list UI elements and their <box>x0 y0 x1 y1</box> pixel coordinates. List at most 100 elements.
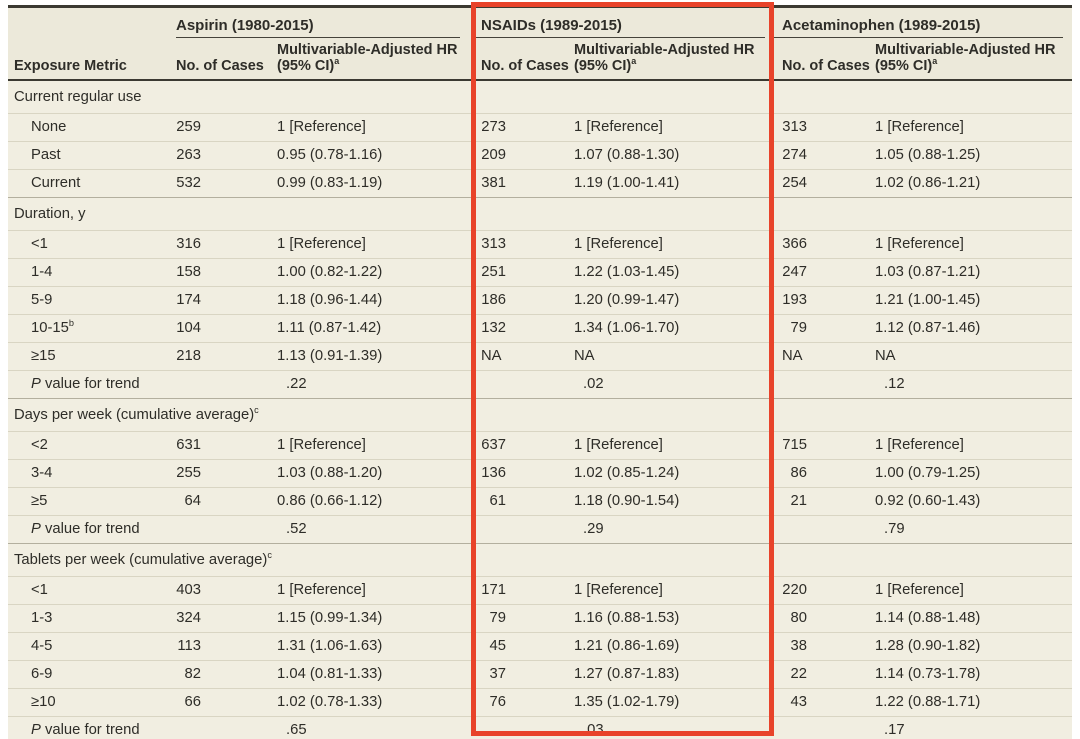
cases-cell-acetaminophen: 313 <box>782 119 807 135</box>
cases-cell-acetaminophen: 79 <box>790 320 807 336</box>
hr-cell-acetaminophen: 0.92 (0.60-1.43) <box>875 493 981 509</box>
metric-cell: 3-4 <box>31 465 53 481</box>
table-row: 6-9 82 1.04 (0.81-1.33) 37 1.27 (0.87-1.83) 2… <box>8 660 1072 688</box>
p-trend-value-aspirin: .52 <box>286 521 307 537</box>
cases-cell-aspirin: 324 <box>176 610 201 626</box>
cases-cell-aspirin: 82 <box>184 666 201 682</box>
cases-cell-nsaids: 251 <box>481 264 506 280</box>
cases-cell-acetaminophen: 43 <box>790 694 807 710</box>
hr-cell-nsaids: 1 [Reference] <box>574 582 663 598</box>
cases-cell-aspirin: 174 <box>176 292 201 308</box>
metric-cell: Past <box>31 147 61 163</box>
column-header-cases-nsaids: No. of Cases <box>481 58 569 74</box>
column-header-exposure-metric: Exposure Metric <box>14 58 127 74</box>
p-trend-row: P value for trend .22 .02 .12 <box>8 370 1072 398</box>
section-label: Current regular use <box>14 88 142 105</box>
group-header-nsaids: NSAIDs (1989-2015) <box>473 17 774 38</box>
table-row: 3-4 255 1.03 (0.88-1.20) 136 1.02 (0.85-1.24… <box>8 459 1072 487</box>
table-row: 10-15b 104 1.11 (0.87-1.42) 132 1.34 (1.06-1… <box>8 314 1072 342</box>
cases-cell-aspirin: 66 <box>184 694 201 710</box>
table-row: 4-5 113 1.31 (1.06-1.63) 45 1.21 (0.86-1.69)… <box>8 632 1072 660</box>
p-trend-value-acetaminophen: .12 <box>884 376 905 392</box>
hr-cell-nsaids: 1.02 (0.85-1.24) <box>574 465 680 481</box>
cases-cell-nsaids: 61 <box>489 493 506 509</box>
metric-cell: 1-3 <box>31 610 53 626</box>
cases-cell-nsaids: 76 <box>489 694 506 710</box>
hr-cell-acetaminophen: 1 [Reference] <box>875 119 964 135</box>
hr-cell-acetaminophen: 1.05 (0.88-1.25) <box>875 147 981 163</box>
cases-cell-acetaminophen: 247 <box>782 264 807 280</box>
hr-cell-nsaids: 1.19 (1.00-1.41) <box>574 175 680 191</box>
hr-cell-acetaminophen: 1.14 (0.73-1.78) <box>875 666 981 682</box>
p-trend-value-acetaminophen: .79 <box>884 521 905 537</box>
table-row: Past 263 0.95 (0.78-1.16) 209 1.07 (0.88-1.3… <box>8 141 1072 169</box>
hr-cell-acetaminophen: 1.12 (0.87-1.46) <box>875 320 981 336</box>
hr-cell-nsaids: 1 [Reference] <box>574 236 663 252</box>
hr-cell-acetaminophen: 1.21 (1.00-1.45) <box>875 292 981 308</box>
table-row: 5-9 174 1.18 (0.96-1.44) 186 1.20 (0.99-1.47… <box>8 286 1072 314</box>
hr-cell-acetaminophen: 1.14 (0.88-1.48) <box>875 610 981 626</box>
p-trend-label: P value for trend <box>31 521 140 537</box>
p-trend-value-aspirin: .65 <box>286 722 307 738</box>
hr-cell-aspirin: 1 [Reference] <box>277 119 366 135</box>
table-row: <1 316 1 [Reference] 313 1 [Reference] 366 1 [… <box>8 230 1072 258</box>
cases-cell-acetaminophen: 715 <box>782 437 807 453</box>
cases-cell-nsaids: 273 <box>481 119 506 135</box>
group-header-acetaminophen: Acetaminophen (1989-2015) <box>774 17 1072 38</box>
table-row: ≥10 66 1.02 (0.78-1.33) 76 1.35 (1.02-1.79) 4… <box>8 688 1072 716</box>
hr-cell-aspirin: 1 [Reference] <box>277 236 366 252</box>
hr-cell-nsaids: 1.18 (0.90-1.54) <box>574 493 680 509</box>
cases-cell-nsaids: 209 <box>481 147 506 163</box>
section-label: Tablets per week (cumulative average)c <box>14 549 272 568</box>
cases-cell-aspirin: 113 <box>177 638 201 654</box>
exposure-hazard-ratio-table: Aspirin (1980-2015) NSAIDs (1989-2015) A… <box>8 5 1072 739</box>
metric-cell: None <box>31 119 67 135</box>
hr-cell-acetaminophen: 1.28 (0.90-1.82) <box>875 638 981 654</box>
hr-cell-nsaids: 1.20 (0.99-1.47) <box>574 292 680 308</box>
cases-cell-nsaids: 132 <box>481 320 506 336</box>
section-label: Duration, y <box>14 205 86 222</box>
column-header-cases-aspirin: No. of Cases <box>176 58 264 74</box>
metric-cell: 1-4 <box>31 264 53 280</box>
metric-cell: ≥10 <box>31 694 56 710</box>
hr-cell-nsaids: 1.07 (0.88-1.30) <box>574 147 680 163</box>
cases-cell-nsaids: 136 <box>481 465 506 481</box>
metric-cell: Current <box>31 175 81 191</box>
cases-cell-acetaminophen: 22 <box>790 666 807 682</box>
cases-cell-nsaids: 381 <box>481 175 506 191</box>
section-header-row: Duration, y <box>8 197 1072 230</box>
table-row: Current 532 0.99 (0.83-1.19) 381 1.19 (1.00-… <box>8 169 1072 197</box>
cases-cell-nsaids: 637 <box>481 437 506 453</box>
cases-cell-aspirin: 255 <box>176 465 201 481</box>
cases-cell-aspirin: 64 <box>184 493 201 509</box>
p-trend-value-nsaids: .03 <box>583 722 604 738</box>
cases-cell-acetaminophen: 193 <box>782 292 807 308</box>
cases-cell-nsaids: 37 <box>489 666 506 682</box>
section-label: Days per week (cumulative average)c <box>14 404 259 423</box>
hr-cell-nsaids: 1.16 (0.88-1.53) <box>574 610 680 626</box>
cases-cell-acetaminophen: 86 <box>790 465 807 481</box>
p-trend-value-acetaminophen: .17 <box>884 722 905 738</box>
hr-cell-aspirin: 1.00 (0.82-1.22) <box>277 264 383 280</box>
p-trend-label: P value for trend <box>31 376 140 392</box>
table-header: Aspirin (1980-2015) NSAIDs (1989-2015) A… <box>8 8 1072 81</box>
group-header-aspirin: Aspirin (1980-2015) <box>176 17 473 38</box>
column-header-hr-aspirin: Multivariable-Adjusted HR (95% CI)a <box>277 42 458 74</box>
cases-cell-acetaminophen: NA <box>782 348 803 364</box>
group-header-row: Aspirin (1980-2015) NSAIDs (1989-2015) A… <box>8 8 1072 38</box>
cases-cell-aspirin: 158 <box>176 264 201 280</box>
column-header-cases-acetaminophen: No. of Cases <box>782 58 870 74</box>
cases-cell-aspirin: 259 <box>176 119 201 135</box>
table-body: Current regular use None 259 1 [Reference] 2… <box>8 81 1072 739</box>
cases-cell-nsaids: 186 <box>481 292 506 308</box>
cases-cell-acetaminophen: 274 <box>782 147 807 163</box>
cases-cell-nsaids: 45 <box>489 638 506 654</box>
cases-cell-acetaminophen: 21 <box>790 493 807 509</box>
metric-cell: ≥5 <box>31 493 48 509</box>
p-trend-value-nsaids: .02 <box>583 376 604 392</box>
metric-cell: 10-15b <box>31 318 74 336</box>
table-row: ≥5 64 0.86 (0.66-1.12) 61 1.18 (0.90-1.54) 21… <box>8 487 1072 515</box>
hr-cell-nsaids: 1.34 (1.06-1.70) <box>574 320 680 336</box>
hr-cell-acetaminophen: 1 [Reference] <box>875 582 964 598</box>
